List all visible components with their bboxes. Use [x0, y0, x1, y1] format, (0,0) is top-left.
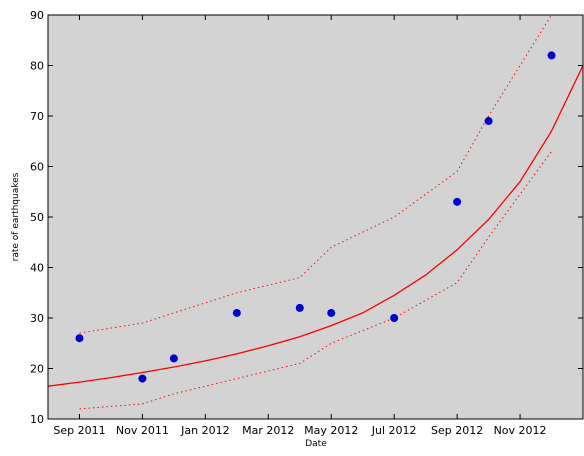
data-point [75, 334, 84, 343]
data-point [169, 354, 178, 363]
data-point [232, 308, 241, 317]
fit-line [48, 65, 583, 387]
y-axis-label: rate of earthquakes [11, 172, 21, 261]
x-tick-label: Nov 2011 [116, 424, 169, 437]
plot-area [48, 15, 583, 419]
data-point [547, 51, 556, 60]
x-tick-label: Nov 2012 [494, 424, 547, 437]
x-tick-label: Sep 2011 [53, 424, 105, 437]
data-point [484, 117, 493, 126]
y-tick-label: 50 [30, 211, 44, 224]
y-tick-label: 30 [30, 312, 44, 325]
x-tick-label: Mar 2012 [242, 424, 294, 437]
x-axis-label: Date [305, 439, 327, 449]
y-tick-label: 70 [30, 110, 44, 123]
data-point [138, 374, 147, 383]
y-tick-label: 90 [30, 9, 44, 22]
data-point [390, 314, 399, 322]
x-tick-label: Jan 2012 [180, 424, 229, 437]
x-tick-label: Sep 2012 [431, 424, 483, 437]
x-tick-label: May 2012 [304, 424, 358, 437]
confidence-band [79, 15, 552, 334]
data-point [453, 197, 462, 206]
y-tick-label: 80 [30, 60, 44, 73]
data-point [327, 308, 336, 317]
plot-frame [47, 14, 584, 420]
confidence-band [79, 151, 552, 410]
y-tick-label: 10 [30, 413, 44, 426]
y-tick-label: 20 [30, 363, 44, 376]
x-tick-label: Jul 2012 [371, 424, 417, 437]
y-tick-label: 60 [30, 161, 44, 174]
y-tick-label: 40 [30, 262, 44, 275]
data-point [295, 303, 304, 312]
